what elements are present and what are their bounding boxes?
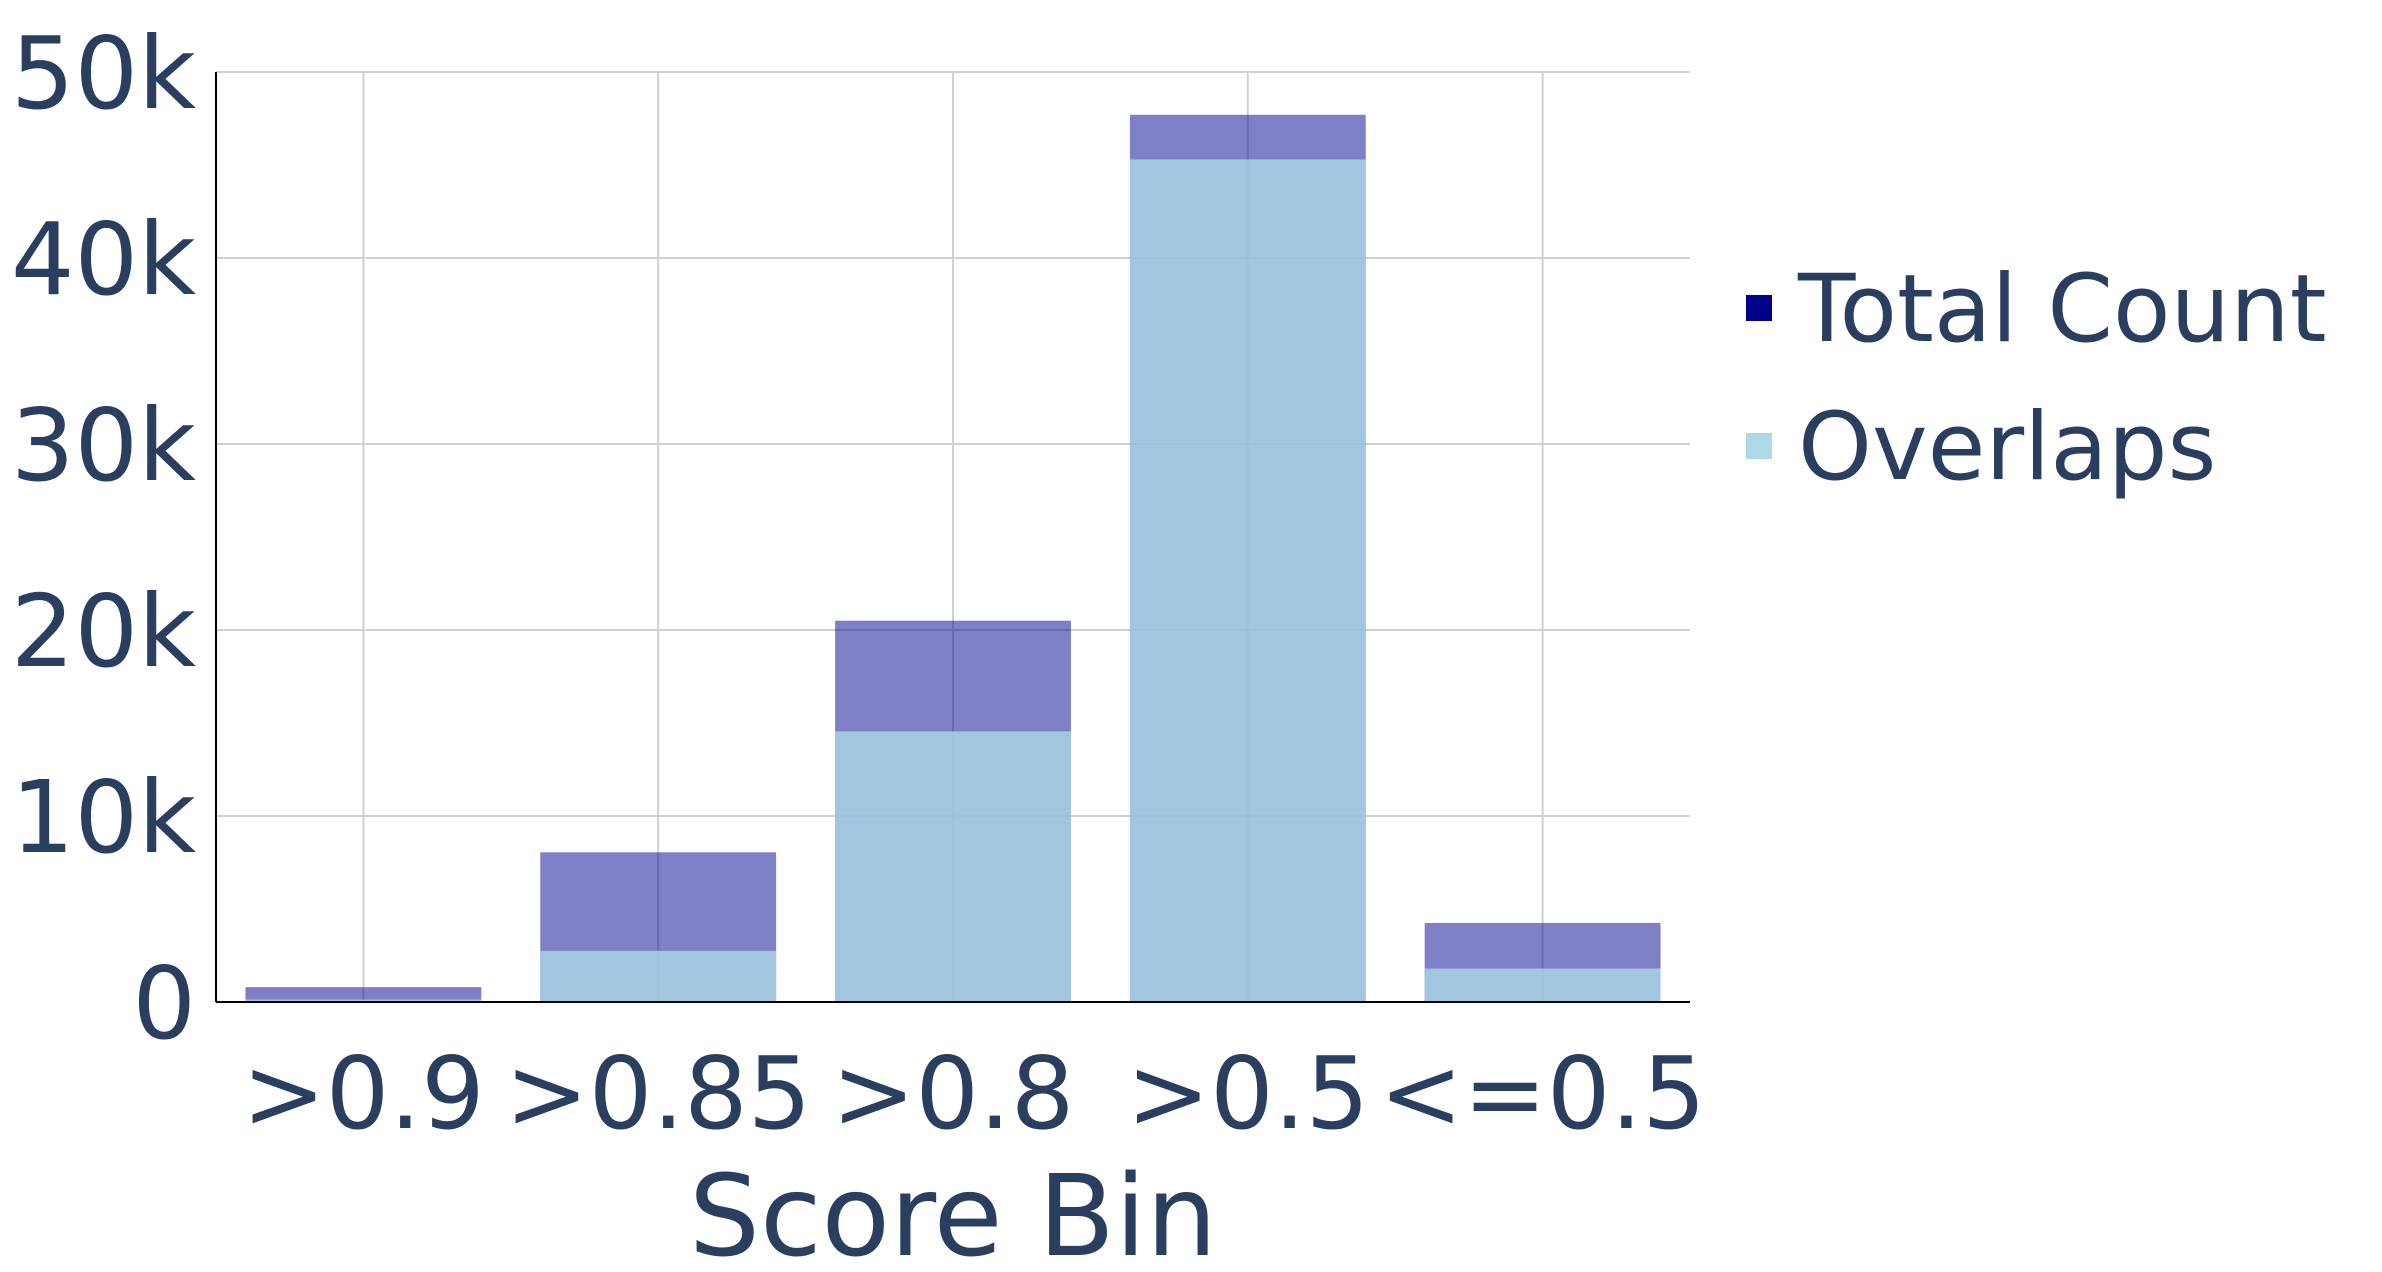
bar-overlaps <box>1424 968 1661 1002</box>
x-tick-labels: >0.9 >0.85 >0.8 >0.5 <=0.5 <box>242 1035 1706 1152</box>
y-tick-label: 50k <box>11 15 196 132</box>
x-tick-label: >0.5 <box>1126 1035 1369 1152</box>
x-axis-title: Score Bin <box>689 1152 1217 1272</box>
bar-overlaps <box>245 999 482 1002</box>
bars <box>245 114 1661 1003</box>
x-tick-label: >0.85 <box>505 1035 811 1152</box>
x-tick-label: <=0.5 <box>1379 1035 1706 1152</box>
legend-label-total-count: Total Count <box>1797 255 2327 364</box>
x-tick-label: >0.8 <box>832 1035 1075 1152</box>
y-tick-label: 40k <box>11 201 196 318</box>
y-tick-labels: 0 10k 20k 30k 40k 50k <box>11 15 196 1062</box>
bar-total-count <box>245 987 482 1002</box>
bar-overlaps <box>1129 159 1366 1003</box>
y-tick-label: 0 <box>132 945 196 1062</box>
y-tick-label: 20k <box>11 573 196 690</box>
bar-overlaps <box>540 950 777 1002</box>
axes <box>215 72 1690 1003</box>
y-tick-label: 30k <box>11 387 196 504</box>
legend: Total Count Overlaps <box>1746 255 2327 502</box>
bar-overlaps <box>835 731 1071 1002</box>
y-tick-label: 10k <box>11 759 196 876</box>
legend-swatch-total-count <box>1746 295 1772 321</box>
x-tick-label: >0.9 <box>242 1035 485 1152</box>
legend-swatch-overlaps <box>1746 433 1772 459</box>
legend-label-overlaps: Overlaps <box>1798 393 2216 502</box>
